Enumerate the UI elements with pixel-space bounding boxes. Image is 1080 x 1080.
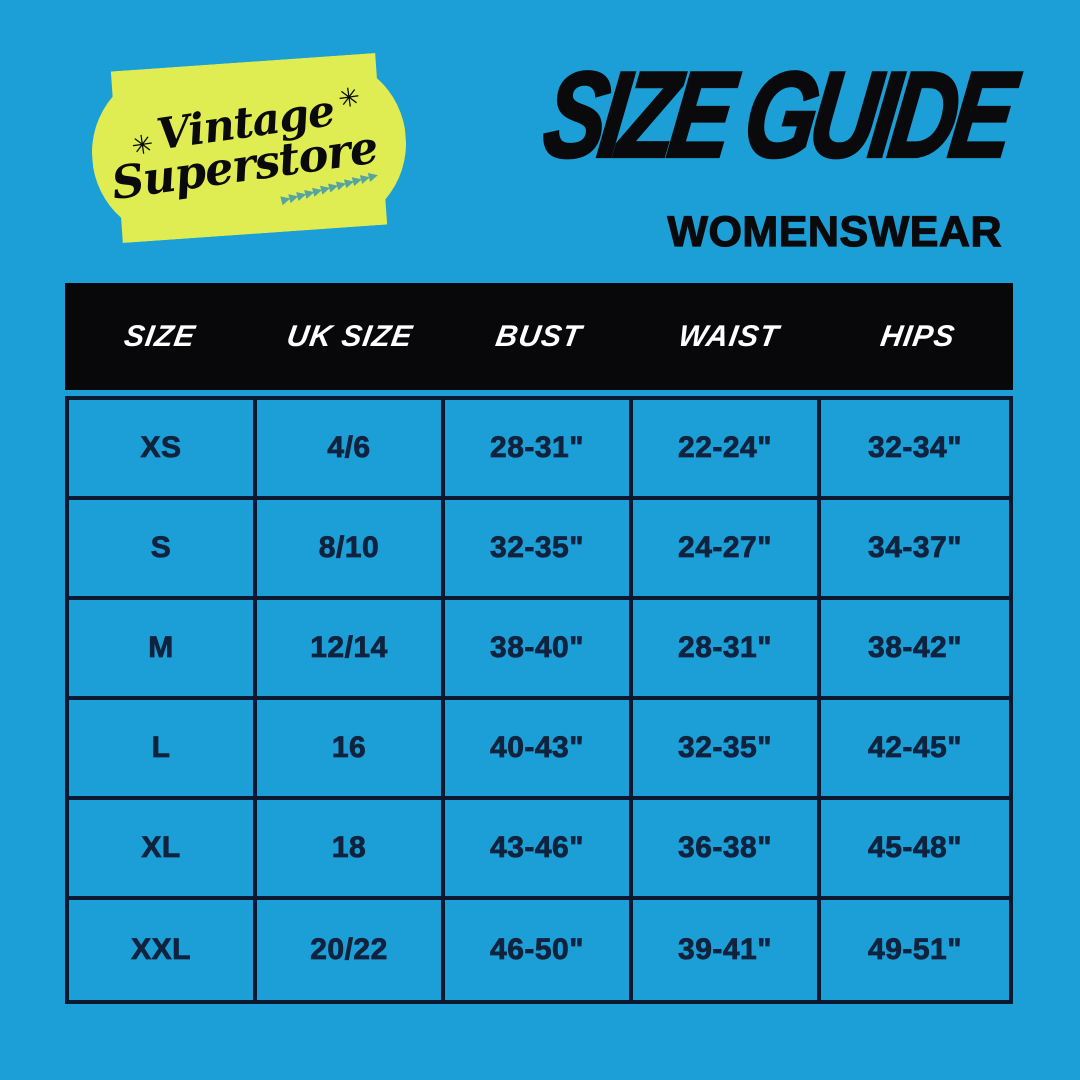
table-cell: 46-50" bbox=[445, 900, 633, 1000]
table-cell: L bbox=[69, 700, 257, 800]
table-cell: M bbox=[69, 600, 257, 700]
table-cell: 39-41" bbox=[633, 900, 821, 1000]
table-cell: 22-24" bbox=[633, 400, 821, 500]
title-block: SIZE GUIDE WOMENSWEAR bbox=[402, 47, 1018, 257]
sparkle-icon: ✳ bbox=[336, 82, 362, 115]
column-header-bust: BUST bbox=[493, 319, 585, 353]
table-cell: XS bbox=[69, 400, 257, 500]
table-cell: 24-27" bbox=[633, 500, 821, 600]
table-cell: S bbox=[69, 500, 257, 600]
table-cell: 8/10 bbox=[257, 500, 445, 600]
size-table: SIZE UK SIZE BUST WAIST HIPS XS 4/6 28-31"… bbox=[65, 283, 1013, 1004]
table-cell: XL bbox=[69, 800, 257, 900]
table-cell: 40-43" bbox=[445, 700, 633, 800]
table-cell: 42-45" bbox=[821, 700, 1009, 800]
table-cell: 4/6 bbox=[257, 400, 445, 500]
badge-shape bbox=[91, 52, 407, 244]
column-header-size: SIZE bbox=[121, 319, 198, 353]
table-cell: 36-38" bbox=[633, 800, 821, 900]
table-cell: XXL bbox=[69, 900, 257, 1000]
table-cell: 18 bbox=[257, 800, 445, 900]
table-cell: 28-31" bbox=[445, 400, 633, 500]
table-cell: 34-37" bbox=[821, 500, 1009, 600]
table-cell: 49-51" bbox=[868, 933, 962, 967]
table-cell: 20/22 bbox=[257, 900, 445, 1000]
table-cell: 45-48" bbox=[821, 800, 1009, 900]
table-cell: 32-34" bbox=[821, 400, 1009, 500]
table-header-row: SIZE UK SIZE BUST WAIST HIPS bbox=[65, 283, 1013, 390]
table-cell: 43-46" bbox=[445, 800, 633, 900]
table-cell: 32-35" bbox=[633, 700, 821, 800]
page-subtitle: WOMENSWEAR bbox=[667, 207, 1002, 256]
column-header-hips: HIPS bbox=[878, 319, 958, 353]
table-cell: 38-40" bbox=[445, 600, 633, 700]
table-body: XS 4/6 28-31" 22-24" 32-34" S 8/10 32-35" 24-27"… bbox=[65, 396, 1013, 1004]
brand-logo: ✳ Vintage ✳ Superstore ▶▶▶▶▶▶▶▶▶▶▶▶ bbox=[86, 51, 411, 244]
table-cell: 12/14 bbox=[257, 600, 445, 700]
table-cell: 38-42" bbox=[821, 600, 1009, 700]
table-cell: 16 bbox=[257, 700, 445, 800]
sparkle-icon: ✳ bbox=[129, 129, 155, 162]
column-header-uk-size: UK SIZE bbox=[284, 319, 415, 353]
column-header-waist: WAIST bbox=[676, 319, 782, 353]
page-title: SIZE GUIDE bbox=[535, 47, 1018, 185]
table-cell: 28-31" bbox=[633, 600, 821, 700]
table-cell: 32-35" bbox=[445, 500, 633, 600]
